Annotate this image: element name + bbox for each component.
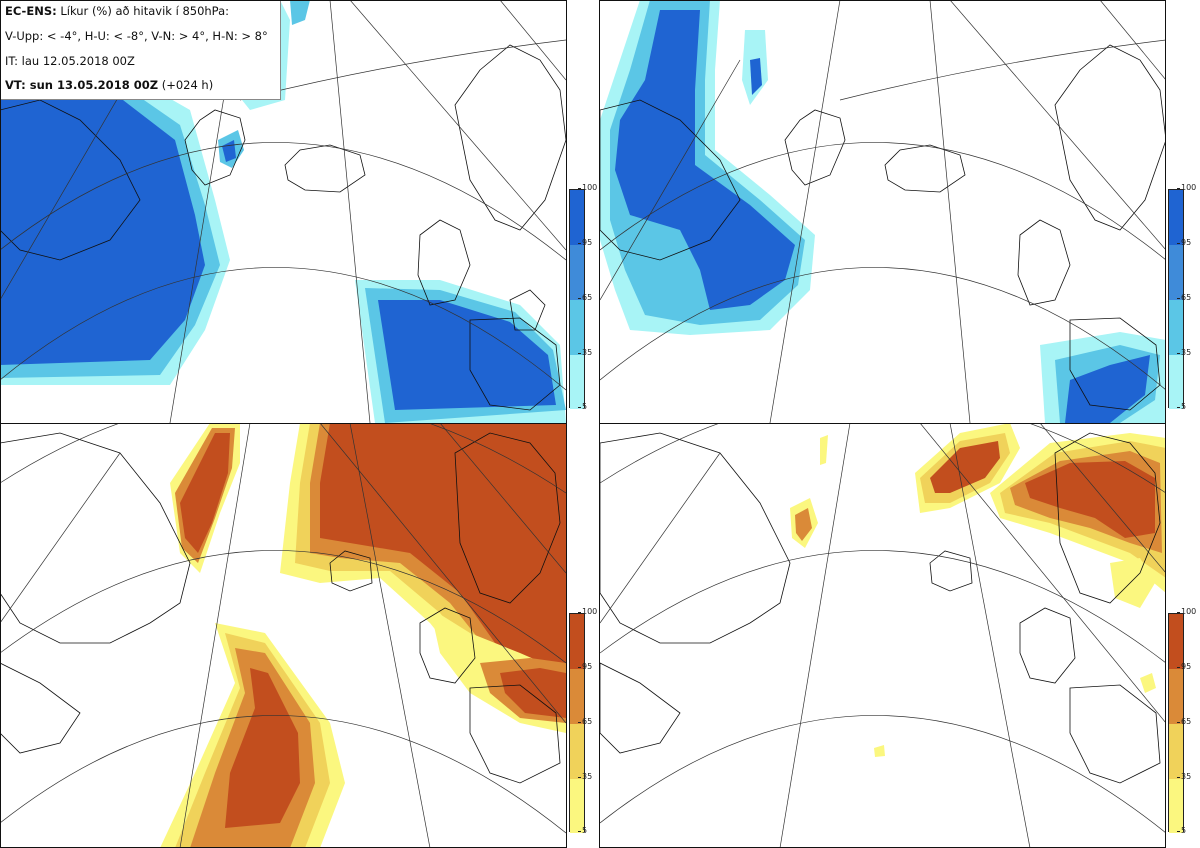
graticule xyxy=(600,423,1166,848)
colorbar-tick: 35 xyxy=(1176,772,1192,781)
colorbar-tick: 95 xyxy=(577,662,593,671)
colorbar-tick: 65 xyxy=(577,293,593,302)
colorbar-tick: 95 xyxy=(577,238,593,247)
colorbar-cold-left xyxy=(569,189,585,409)
colorbar-tick: 100 xyxy=(577,607,598,616)
colorbar-tick: 5 xyxy=(577,826,588,835)
coastlines xyxy=(0,44,566,411)
lead-time-label: (+024 h) xyxy=(158,78,214,92)
colorbar-tick: 5 xyxy=(1176,402,1187,411)
cold-probability-shading xyxy=(600,0,1166,423)
coastlines xyxy=(600,44,1166,411)
colorbar-tick: 65 xyxy=(577,717,593,726)
colorbar-warm-left xyxy=(569,613,585,833)
colorbar-tick: 5 xyxy=(1176,826,1187,835)
map-panel-cold-4: EC-ENS: Líkur (%) að hitavik í 850hPa: V… xyxy=(0,0,566,423)
coastlines xyxy=(0,432,561,784)
colorbar-tick: 95 xyxy=(1176,662,1192,671)
colorbar-cold-right xyxy=(1168,189,1184,409)
thresholds-label: V-Upp: < -4°, H-U: < -8°, V-N: > 4°, H-N… xyxy=(5,29,268,43)
colorbar-tick: 35 xyxy=(577,772,593,781)
colorbar-tick: 100 xyxy=(577,183,598,192)
warm-probability-shading xyxy=(160,423,566,848)
map-panel-warm-4 xyxy=(0,423,566,848)
colorbar-tick: 35 xyxy=(577,348,593,357)
colorbar-tick: 5 xyxy=(577,402,588,411)
colorbar-warm-right xyxy=(1168,613,1184,833)
graticule xyxy=(0,423,566,848)
colorbar-tick: 35 xyxy=(1176,348,1192,357)
colorbar-tick: 100 xyxy=(1176,607,1197,616)
coastlines xyxy=(600,432,1161,784)
colorbar-tick: 100 xyxy=(1176,183,1197,192)
colorbar-tick: 65 xyxy=(1176,293,1192,302)
forecast-info-box: EC-ENS: Líkur (%) að hitavik í 850hPa: V… xyxy=(0,0,281,100)
warm-probability-shading xyxy=(790,423,1166,757)
map-panel-cold-8 xyxy=(600,0,1166,423)
colorbar-tick: 65 xyxy=(1176,717,1192,726)
map-panel-warm-8 xyxy=(600,423,1166,848)
valid-time-label: VT: sun 13.05.2018 00Z xyxy=(5,78,159,92)
variable-label: Líkur (%) að hitavik í 850hPa: xyxy=(56,4,230,18)
initial-time-label: IT: lau 12.05.2018 00Z xyxy=(5,54,135,68)
colorbar-tick: 95 xyxy=(1176,238,1192,247)
graticule xyxy=(600,0,1166,423)
model-label: EC-ENS: xyxy=(5,4,57,18)
